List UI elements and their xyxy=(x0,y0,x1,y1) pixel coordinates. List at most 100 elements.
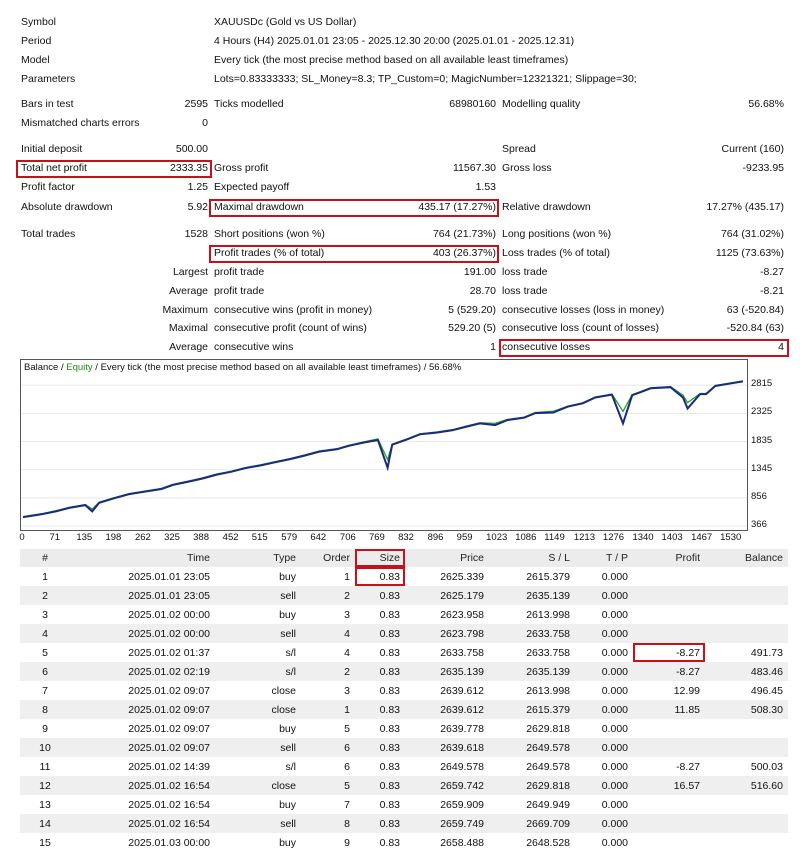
gross-profit-value: 11567.30 xyxy=(452,162,496,174)
col-profit-cell: 12.99 xyxy=(673,684,700,697)
col-tp-cell: 0.000 xyxy=(601,570,628,583)
chart-title: Balance / Equity / Every tick (the most … xyxy=(24,362,461,373)
chart-title-equity: Equity xyxy=(66,362,93,373)
col-number-cell: 14 xyxy=(20,814,70,833)
col-price-cell: 2623.958 xyxy=(440,608,484,621)
col-sl-cell: 2649.949 xyxy=(526,798,570,811)
x-tick-label: 896 xyxy=(427,532,444,543)
y-tick-label: 2815 xyxy=(751,378,773,390)
col-price-header[interactable]: Price xyxy=(405,549,489,567)
col-price-cell: 2625.339 xyxy=(440,570,484,583)
col-tp-cell: 0.000 xyxy=(575,738,633,757)
average-consecutive-label: Average xyxy=(169,341,208,353)
col-number-header[interactable]: # xyxy=(20,549,70,567)
table-row[interactable]: 10 2025.01.02 09:07 sell 6 0.83 2639.618 2649.… xyxy=(20,738,788,757)
x-tick-label: 1276 xyxy=(602,532,625,543)
col-tp-cell: 0.000 xyxy=(601,722,628,735)
max-consecutive-losses-value: 63 (-520.84) xyxy=(726,304,784,316)
table-row[interactable]: 15 2025.01.03 00:00 buy 9 0.83 2658.488 2648.5… xyxy=(20,833,788,852)
table-row[interactable]: 7 2025.01.02 09:07 close 3 0.83 2639.612 2613.… xyxy=(20,681,788,700)
table-row[interactable]: 4 2025.01.02 00:00 sell 4 0.83 2623.798 2633.7… xyxy=(20,624,788,643)
gross-loss-value: -9233.95 xyxy=(742,162,784,174)
x-tick-label: 832 xyxy=(398,532,414,543)
ticks-label: Ticks modelled xyxy=(214,98,284,110)
short-positions-value: 764 (21.73%) xyxy=(432,228,496,240)
col-time-cell: 2025.01.02 02:19 xyxy=(70,662,215,681)
profit-trades-label: Profit trades (% of total) xyxy=(214,247,325,259)
col-balance-cell xyxy=(705,814,788,833)
col-profit-cell: -8.27 xyxy=(633,643,705,662)
average-profit-value: 28.70 xyxy=(469,285,496,297)
x-tick-label: 1086 xyxy=(515,532,537,543)
col-profit-cell xyxy=(633,586,705,605)
table-row[interactable]: 9 2025.01.02 09:07 buy 5 0.83 2639.778 2629.81… xyxy=(20,719,788,738)
col-time-cell: 2025.01.02 16:54 xyxy=(128,798,210,811)
deposit-label: Initial deposit xyxy=(21,143,83,155)
col-order-header[interactable]: Order xyxy=(301,549,355,567)
col-tp-header[interactable]: T / P xyxy=(575,549,633,567)
col-size-cell: 0.83 xyxy=(355,567,405,586)
col-price-cell: 2658.488 xyxy=(440,836,484,849)
col-price-cell: 2659.909 xyxy=(440,798,484,811)
x-tick-label: 1403 xyxy=(661,532,683,543)
x-tick-label: 388 xyxy=(193,532,209,543)
total-trades-label: Total trades xyxy=(21,228,76,240)
col-time-cell: 2025.01.02 00:00 xyxy=(128,608,210,621)
col-tp-cell: 0.000 xyxy=(575,776,633,795)
col-sl-cell: 2635.139 xyxy=(489,586,575,605)
col-price-cell: 2639.612 xyxy=(405,700,489,719)
col-profit-header[interactable]: Profit xyxy=(633,549,705,567)
table-row[interactable]: 11 2025.01.02 14:39 s/l 6 0.83 2649.578 2649.5… xyxy=(20,757,788,776)
consecutive-losses-highlight xyxy=(499,339,789,357)
maximal-consecutive-loss-label: consecutive loss (count of losses) xyxy=(502,322,659,334)
col-profit-cell: 11.85 xyxy=(633,700,705,719)
net-profit-label: Total net profit xyxy=(21,162,87,174)
col-tp-cell: 0.000 xyxy=(575,586,633,605)
table-row[interactable]: 5 2025.01.02 01:37 s/l 4 0.83 2633.758 2633.75… xyxy=(20,643,788,662)
symbol-value: XAUUSDc (Gold vs US Dollar) xyxy=(214,16,357,28)
mismatch-value: 0 xyxy=(202,117,208,129)
col-order-cell: 4 xyxy=(344,646,350,659)
period-label: Period xyxy=(21,35,52,47)
table-row[interactable]: 1 2025.01.01 23:05 buy 1 0.83 2625.339 2615.37… xyxy=(20,567,788,586)
profit-trades-highlight xyxy=(209,245,499,263)
table-row[interactable]: 3 2025.01.02 00:00 buy 3 0.83 2623.958 2613.99… xyxy=(20,605,788,624)
table-row[interactable]: 6 2025.01.02 02:19 s/l 2 0.83 2635.139 2635.13… xyxy=(20,662,788,681)
table-row[interactable]: 12 2025.01.02 16:54 close 5 0.83 2659.742 2629… xyxy=(20,776,788,795)
x-tick-label: 452 xyxy=(222,532,239,543)
col-balance-header[interactable]: Balance xyxy=(705,549,788,567)
col-size-cell: 0.83 xyxy=(355,624,405,643)
table-row[interactable]: 2 2025.01.01 23:05 sell 2 0.83 2625.179 2635.1… xyxy=(20,586,788,605)
largest-profit-label: profit trade xyxy=(214,266,265,278)
col-time-cell: 2025.01.02 16:54 xyxy=(70,776,215,795)
x-tick-label: 706 xyxy=(339,532,356,543)
absolute-drawdown-label: Absolute drawdown xyxy=(21,201,113,213)
col-order-cell: 8 xyxy=(301,814,355,833)
bars-value: 2595 xyxy=(184,98,208,110)
x-tick-label: 1530 xyxy=(720,532,742,543)
col-size-header[interactable]: Size xyxy=(355,549,405,567)
col-sl-header[interactable]: S / L xyxy=(489,549,575,567)
table-row[interactable]: 13 2025.01.02 16:54 buy 7 0.83 2659.909 2649.9… xyxy=(20,795,788,814)
col-number-cell: 8 xyxy=(20,700,70,719)
col-balance-cell xyxy=(705,833,788,852)
deposit-value: 500.00 xyxy=(175,143,208,155)
col-time-cell: 2025.01.01 23:05 xyxy=(70,586,215,605)
col-sl-cell: 2615.379 xyxy=(489,700,575,719)
net-profit-highlight xyxy=(16,160,212,178)
col-profit-cell xyxy=(633,814,705,833)
col-number-cell: 4 xyxy=(20,624,70,643)
col-time-header[interactable]: Time xyxy=(70,549,215,567)
col-tp-cell: 0.000 xyxy=(575,700,633,719)
col-number-cell: 15 xyxy=(39,836,51,849)
x-tick-label: 515 xyxy=(251,532,268,543)
col-type-cell: close xyxy=(215,700,301,719)
col-balance-cell: 516.60 xyxy=(705,776,788,795)
col-type-cell: sell xyxy=(215,624,301,643)
col-price-cell: 2625.179 xyxy=(405,586,489,605)
col-profit-cell xyxy=(633,624,705,643)
col-type-header[interactable]: Type xyxy=(215,549,301,567)
table-row[interactable]: 8 2025.01.02 09:07 close 1 0.83 2639.612 2615.… xyxy=(20,700,788,719)
table-row[interactable]: 14 2025.01.02 16:54 sell 8 0.83 2659.749 2669.… xyxy=(20,814,788,833)
